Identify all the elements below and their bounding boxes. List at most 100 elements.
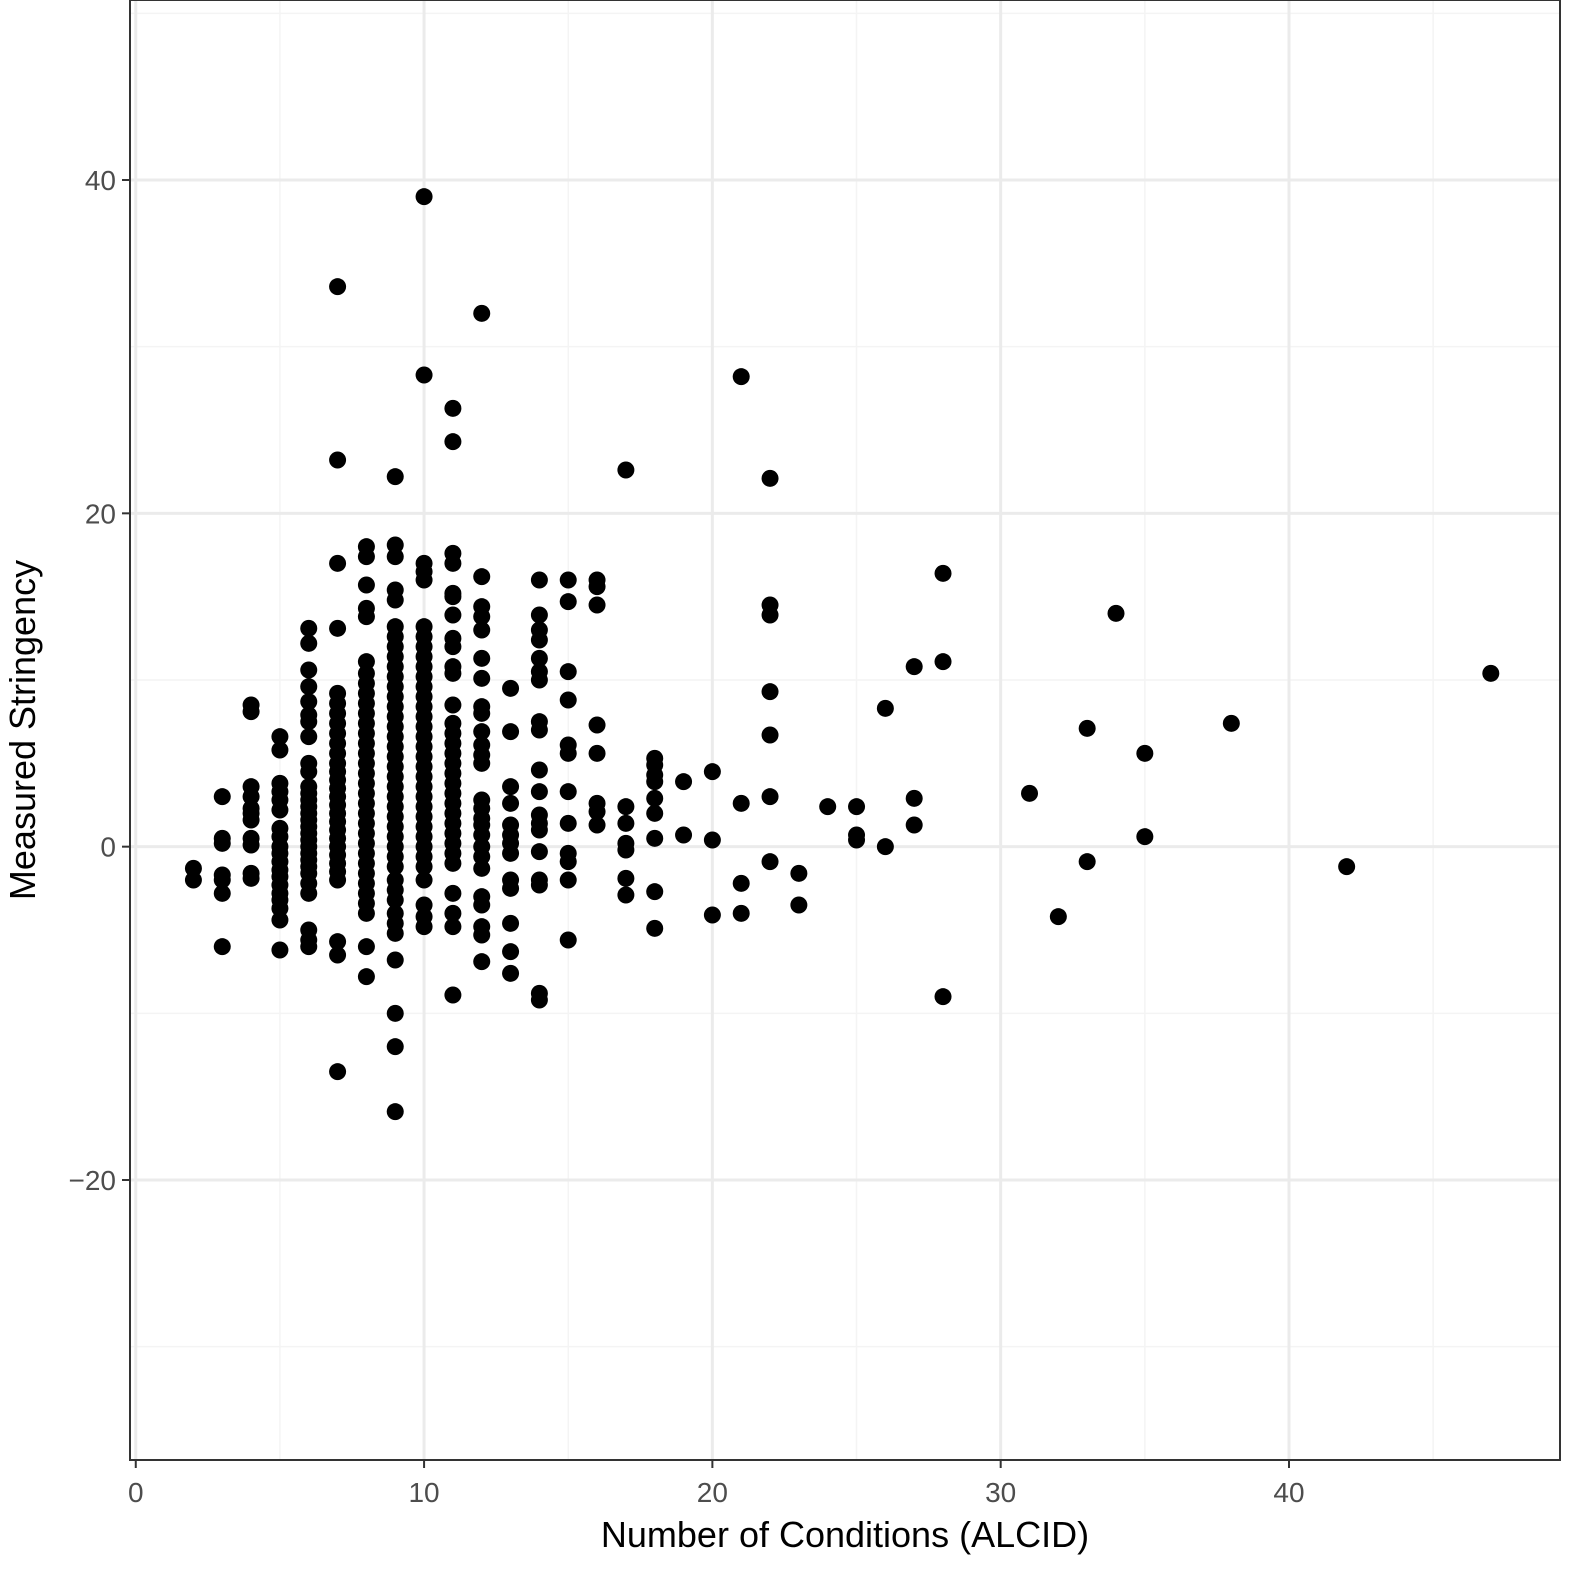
x-axis-ticks: 0 10 20 30 40	[128, 1460, 1305, 1508]
data-point	[415, 918, 433, 936]
data-point	[675, 773, 693, 791]
data-point	[588, 716, 606, 734]
data-point	[761, 788, 779, 806]
data-point	[242, 788, 260, 806]
data-point	[646, 919, 664, 937]
data-point	[559, 931, 577, 949]
data-point	[530, 783, 548, 801]
data-point	[386, 858, 404, 876]
data-point	[386, 891, 404, 909]
data-point	[934, 653, 952, 671]
x-tick-label: 0	[128, 1477, 144, 1508]
data-point	[848, 831, 866, 849]
data-point	[329, 871, 347, 889]
data-point	[502, 844, 520, 862]
data-point	[300, 678, 318, 696]
data-point	[588, 596, 606, 614]
data-point	[329, 946, 347, 964]
y-tick-label: 20	[85, 498, 116, 529]
data-point	[502, 964, 520, 982]
data-point	[300, 661, 318, 679]
data-point	[415, 858, 433, 876]
data-point	[329, 933, 347, 951]
data-point	[213, 938, 231, 956]
data-point	[213, 834, 231, 852]
data-points	[184, 188, 1500, 1121]
data-point	[357, 608, 375, 626]
data-point	[357, 938, 375, 956]
data-point	[444, 904, 462, 922]
data-point	[329, 278, 347, 296]
data-point	[184, 871, 202, 889]
data-point	[242, 869, 260, 887]
data-point	[1107, 604, 1125, 622]
y-tick-label: 40	[85, 165, 116, 196]
data-point	[444, 696, 462, 714]
data-point	[588, 803, 606, 821]
data-point	[559, 853, 577, 871]
data-point	[444, 606, 462, 624]
data-point	[646, 789, 664, 807]
data-point	[444, 918, 462, 936]
data-point	[761, 726, 779, 744]
data-point	[559, 871, 577, 889]
data-point	[444, 986, 462, 1004]
data-point	[473, 754, 491, 772]
data-point	[300, 634, 318, 652]
data-point	[559, 691, 577, 709]
data-point	[213, 884, 231, 902]
data-point	[415, 188, 433, 206]
panel-border	[129, 0, 1561, 1461]
data-point	[530, 876, 548, 894]
data-point	[473, 848, 491, 866]
data-point	[530, 649, 548, 667]
data-point	[848, 798, 866, 816]
data-point	[617, 814, 635, 832]
data-point	[473, 953, 491, 971]
data-point	[530, 671, 548, 689]
data-point	[703, 831, 721, 849]
data-point	[444, 554, 462, 572]
data-point	[300, 728, 318, 746]
x-tick-label: 30	[985, 1477, 1016, 1508]
x-tick-label: 40	[1273, 1477, 1304, 1508]
data-point	[559, 783, 577, 801]
data-point	[559, 593, 577, 611]
data-point	[213, 788, 231, 806]
data-point	[242, 811, 260, 829]
data-point	[473, 304, 491, 322]
data-point	[415, 896, 433, 914]
data-point	[502, 879, 520, 897]
data-point	[646, 829, 664, 847]
data-point	[473, 896, 491, 914]
data-point	[473, 621, 491, 639]
data-point	[386, 536, 404, 554]
data-point	[271, 741, 289, 759]
x-tick-label: 10	[408, 1477, 439, 1508]
data-point	[761, 606, 779, 624]
data-point	[444, 399, 462, 417]
data-point	[329, 619, 347, 637]
data-point	[617, 886, 635, 904]
data-point	[703, 763, 721, 781]
data-point	[530, 571, 548, 589]
data-point	[386, 951, 404, 969]
data-point	[357, 904, 375, 922]
data-point	[300, 763, 318, 781]
data-point	[559, 571, 577, 589]
data-point	[213, 871, 231, 889]
data-point	[732, 874, 750, 892]
data-point	[905, 658, 923, 676]
data-point	[675, 826, 693, 844]
data-point	[502, 794, 520, 812]
data-point	[588, 744, 606, 762]
data-point	[271, 911, 289, 929]
data-point	[386, 924, 404, 942]
data-point	[617, 841, 635, 859]
data-point	[415, 871, 433, 889]
data-point	[876, 699, 894, 717]
x-tick-label: 20	[697, 1477, 728, 1508]
y-tick-label: −20	[69, 1165, 117, 1196]
data-point	[473, 723, 491, 741]
